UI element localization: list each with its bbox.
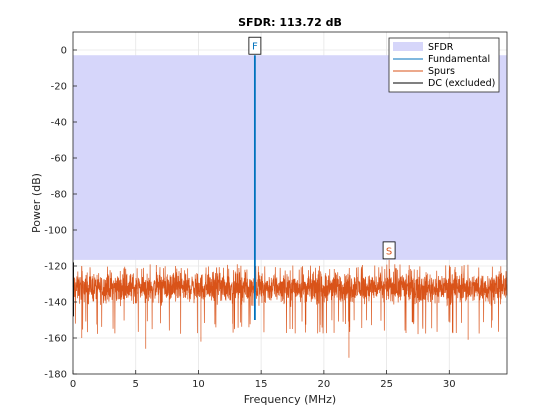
y-tick-label: -120: [44, 262, 67, 273]
legend-entry-fundamental: Fundamental: [428, 54, 490, 65]
legend-entry-dc: DC (excluded): [428, 78, 495, 89]
legend-entry-sfdr: SFDR: [428, 42, 454, 53]
legend-entry-spurs: Spurs: [428, 66, 455, 77]
y-tick-label: -180: [44, 370, 67, 381]
x-tick-label: 0: [70, 379, 76, 390]
y-tick-label: -160: [44, 334, 67, 345]
spur-marker-box: [382, 241, 396, 260]
legend-swatch-sfdr: [393, 42, 423, 51]
x-axis-ticks: 0 5 10 15 20 25 30: [70, 370, 456, 390]
chart-title: SFDR: 113.72 dB: [238, 16, 342, 29]
x-tick-label: 10: [192, 379, 205, 390]
y-tick-label: -100: [44, 226, 67, 237]
fundamental-marker: F: [248, 36, 262, 55]
x-tick-label: 15: [255, 379, 268, 390]
y-axis-label: Power (dB): [30, 173, 43, 233]
y-tick-label: -60: [51, 154, 67, 165]
y-tick-label: -40: [51, 118, 67, 129]
x-tick-label: 25: [380, 379, 393, 390]
spur-marker-label: S: [386, 246, 392, 257]
y-axis-ticks: 0 -20 -40 -60 -80 -100 -120 -140 -160 -180: [44, 46, 77, 381]
spurs-series-line: [72, 259, 508, 358]
legend: SFDR Fundamental Spurs DC (excluded): [388, 37, 500, 93]
y-tick-label: -140: [44, 298, 67, 309]
x-tick-label: 5: [133, 379, 139, 390]
x-tick-label: 30: [443, 379, 456, 390]
y-tick-label: -20: [51, 82, 67, 93]
x-axis-label: Frequency (MHz): [244, 393, 336, 406]
x-tick-label: 20: [317, 379, 330, 390]
spur-marker: S: [382, 241, 396, 260]
y-tick-label: -80: [51, 190, 67, 201]
y-tick-label: 0: [61, 46, 67, 57]
fundamental-marker-box: [248, 36, 262, 55]
fundamental-marker-label: F: [252, 42, 258, 53]
plot-frame: [72, 31, 508, 375]
